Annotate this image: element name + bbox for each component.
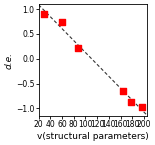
Point	[77, 47, 79, 49]
X-axis label: v(structural parameters): v(structural parameters)	[37, 132, 149, 141]
Point	[130, 101, 132, 104]
Point	[43, 13, 46, 15]
Point	[122, 90, 125, 92]
Point	[61, 20, 63, 23]
Y-axis label: d.e.: d.e.	[4, 51, 13, 69]
Point	[141, 106, 143, 109]
